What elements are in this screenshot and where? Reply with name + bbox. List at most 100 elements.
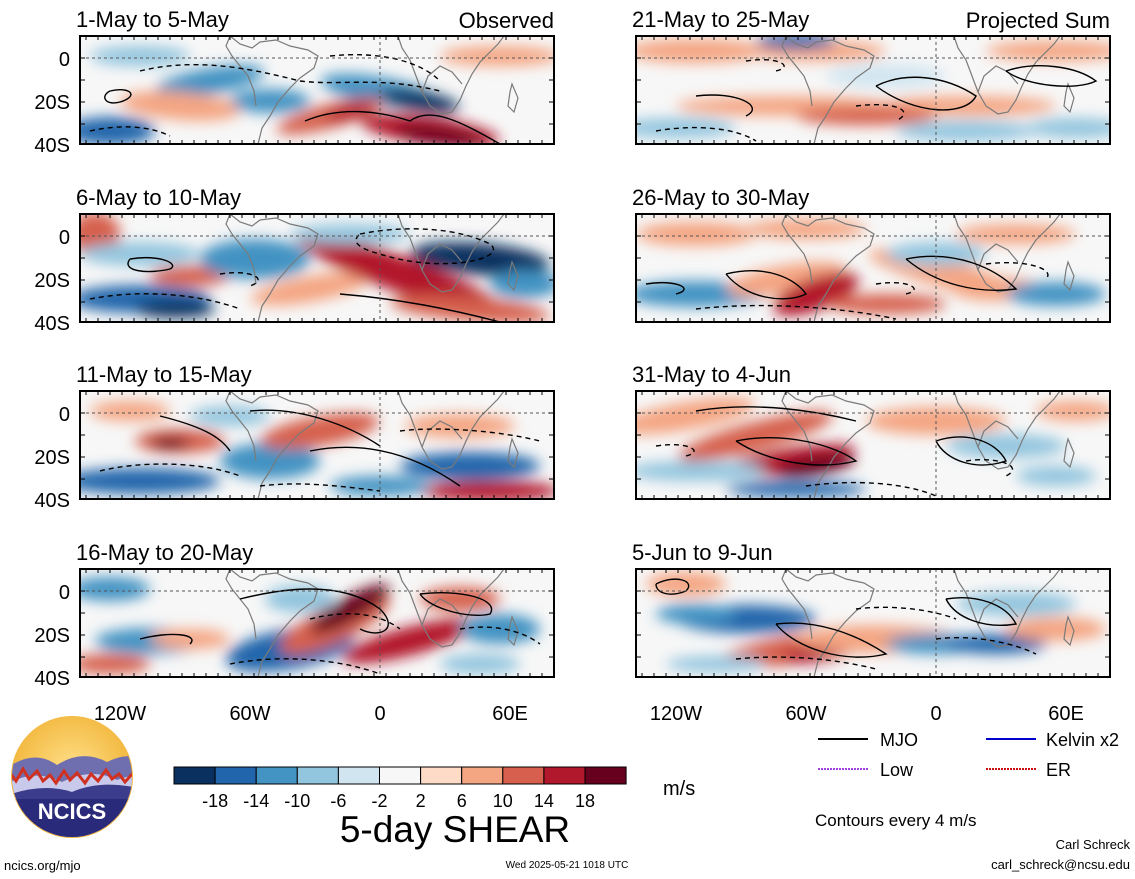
shear-anomaly bbox=[155, 65, 265, 97]
contour-positive bbox=[735, 437, 858, 466]
contour-positive bbox=[935, 436, 1007, 466]
legend-label-mjo: MJO bbox=[880, 730, 918, 750]
coastline bbox=[507, 615, 519, 647]
contour-positive bbox=[139, 633, 193, 645]
mjo-contours bbox=[89, 228, 501, 322]
contour-positive bbox=[419, 592, 493, 616]
contour-negative bbox=[985, 261, 1049, 280]
y-tick-label: 20S bbox=[34, 270, 70, 292]
shear-anomaly bbox=[636, 222, 756, 246]
panel-corner-label: Projected Sum bbox=[966, 8, 1110, 33]
coastlines bbox=[225, 36, 519, 144]
shear-anomaly bbox=[1036, 401, 1110, 421]
shear-anomaly bbox=[120, 91, 240, 121]
contour-positive bbox=[725, 270, 808, 300]
shear-anomaly bbox=[310, 584, 390, 634]
map-panel-2: 6-May to 10-May 0 20S 40S bbox=[34, 185, 555, 335]
contour-positive bbox=[104, 89, 132, 104]
shear-anomaly bbox=[776, 454, 856, 478]
contour-positive bbox=[695, 94, 754, 117]
coastline bbox=[397, 569, 505, 648]
contour-negative bbox=[89, 293, 241, 310]
colorbar-label: 2 bbox=[416, 791, 426, 811]
shear-anomaly bbox=[90, 46, 190, 66]
coastline bbox=[953, 36, 1061, 115]
contour-negative bbox=[935, 636, 1037, 655]
contour-negative bbox=[459, 626, 541, 645]
shear-anomaly bbox=[440, 46, 554, 66]
panel-frame bbox=[635, 390, 1111, 500]
panel-title: 1-May to 5-May bbox=[76, 7, 229, 32]
map-panel-7: 31-May to 4-Jun bbox=[632, 362, 1111, 500]
colorbar-label: -6 bbox=[330, 791, 346, 811]
coastline bbox=[785, 214, 875, 322]
shear-anomaly bbox=[80, 117, 155, 144]
contour-positive bbox=[304, 110, 501, 144]
shear-anomaly bbox=[250, 272, 370, 306]
panel-frame bbox=[79, 568, 555, 678]
coastline bbox=[397, 36, 505, 115]
contour-positive bbox=[239, 588, 389, 634]
panel-title: 5-Jun to 9-Jun bbox=[632, 540, 773, 565]
shear-anomaly bbox=[896, 121, 1036, 141]
contour-positive bbox=[905, 255, 1018, 291]
coastline bbox=[225, 36, 257, 107]
contour-negative bbox=[855, 606, 957, 620]
contour-negative bbox=[655, 443, 695, 457]
contour-positive bbox=[249, 409, 381, 447]
contour-positive bbox=[875, 76, 977, 111]
coastlines bbox=[225, 214, 519, 322]
shear-anomaly bbox=[636, 397, 755, 435]
shear-anomaly bbox=[636, 461, 766, 481]
contour-negative bbox=[399, 428, 541, 442]
y-tick-label: 20S bbox=[34, 447, 70, 469]
panel-map-area bbox=[80, 391, 554, 499]
shear-anomaly bbox=[490, 270, 554, 298]
panel-map-area bbox=[636, 214, 1110, 322]
colorbar-swatch bbox=[173, 766, 216, 785]
x-tick-label-right: 120W bbox=[650, 703, 702, 725]
shear-anomaly bbox=[666, 656, 766, 672]
panel-frame bbox=[635, 35, 1111, 145]
coastline bbox=[1063, 437, 1075, 469]
mjo-contours bbox=[655, 58, 1098, 142]
contour-positive bbox=[309, 446, 461, 487]
shear-anomaly bbox=[190, 406, 270, 426]
x-tick-label-left: 60E bbox=[492, 703, 528, 725]
contour-negative bbox=[695, 304, 897, 320]
footer-timestamp: Wed 2025-05-21 1018 UTC bbox=[506, 860, 629, 871]
map-panel-5: 21-May to 25-May Projected Sum bbox=[632, 7, 1111, 145]
y-tick-label: 40S bbox=[34, 668, 70, 690]
colorbar-swatch bbox=[379, 766, 422, 785]
colorbar-swatch bbox=[461, 766, 504, 785]
x-tick-label-left: 60W bbox=[229, 703, 270, 725]
colorbar-label: 18 bbox=[575, 791, 595, 811]
shear-anomaly bbox=[1016, 466, 1096, 486]
contour-negative bbox=[219, 271, 259, 287]
x-tick-label-right: 60W bbox=[785, 703, 826, 725]
coastline bbox=[421, 243, 463, 271]
ncics-logo: NCICS bbox=[11, 716, 133, 838]
shear-anomaly bbox=[80, 468, 220, 494]
shear-anomaly bbox=[746, 219, 866, 239]
contour-positive bbox=[159, 415, 231, 452]
coastline bbox=[225, 214, 257, 285]
shear-anomaly bbox=[796, 107, 936, 125]
shear-anomaly bbox=[150, 437, 190, 449]
coastline bbox=[421, 65, 463, 93]
shear-anomaly bbox=[773, 272, 859, 316]
coastline bbox=[785, 569, 875, 677]
coastlines bbox=[781, 391, 1075, 499]
contour-negative bbox=[99, 463, 241, 477]
shear-anomaly bbox=[296, 232, 504, 316]
coastline bbox=[781, 391, 813, 462]
shear-anomaly bbox=[90, 401, 170, 421]
shear-field bbox=[80, 401, 554, 499]
coastline bbox=[977, 65, 1019, 93]
shear-anomaly bbox=[380, 88, 460, 114]
colorbar: -18 -14 -10 -6 -2 2 6 10 14 18 m/s 5-day SHEAR bbox=[173, 766, 695, 850]
contour-positive bbox=[945, 597, 1018, 626]
shear-anomaly bbox=[986, 41, 1110, 61]
contour-positive bbox=[1005, 65, 1098, 87]
colorbar-label: -2 bbox=[371, 791, 387, 811]
